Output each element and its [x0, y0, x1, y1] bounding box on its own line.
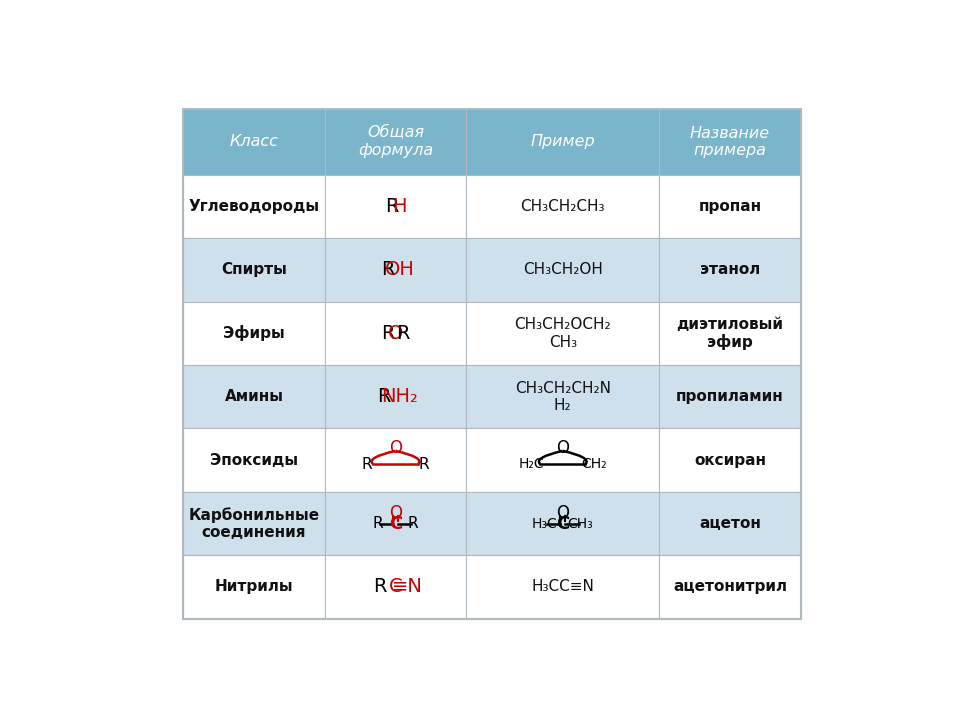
- Text: R: R: [377, 387, 391, 406]
- Text: Общая
формула: Общая формула: [358, 125, 433, 158]
- Bar: [324, 175, 467, 238]
- Bar: [183, 109, 324, 175]
- Bar: [467, 428, 660, 492]
- Bar: [467, 109, 660, 175]
- Text: Название
примера: Название примера: [690, 125, 770, 158]
- Text: O: O: [556, 439, 569, 457]
- Text: ацетон: ацетон: [699, 516, 761, 531]
- Text: R: R: [385, 197, 398, 216]
- Text: диэтиловый
эфир: диэтиловый эфир: [677, 317, 783, 350]
- Bar: [324, 428, 467, 492]
- Bar: [467, 365, 660, 428]
- Bar: [183, 555, 324, 618]
- Text: R: R: [381, 261, 395, 279]
- Bar: [660, 555, 801, 618]
- Text: Амины: Амины: [225, 390, 283, 404]
- Bar: [467, 492, 660, 555]
- Bar: [183, 109, 801, 618]
- Text: Класс: Класс: [229, 134, 278, 149]
- Bar: [324, 238, 467, 302]
- Text: Спирты: Спирты: [221, 263, 287, 277]
- Text: CH₂: CH₂: [582, 457, 608, 471]
- Text: CH₃CH₂CH₂N
H₂: CH₃CH₂CH₂N H₂: [515, 381, 611, 413]
- Bar: [467, 555, 660, 618]
- Text: C: C: [389, 577, 402, 596]
- Text: R: R: [396, 324, 410, 343]
- Text: H₃C: H₃C: [532, 516, 558, 531]
- Text: C: C: [389, 515, 402, 533]
- Text: R: R: [372, 516, 383, 531]
- Bar: [324, 365, 467, 428]
- Text: O: O: [389, 439, 402, 457]
- Text: Пример: Пример: [531, 134, 595, 149]
- Text: H₂C: H₂C: [518, 457, 544, 471]
- Text: CH₃CH₂CH₃: CH₃CH₂CH₃: [520, 199, 605, 214]
- Text: O: O: [556, 504, 569, 522]
- Text: R: R: [381, 324, 395, 343]
- Bar: [183, 302, 324, 365]
- Bar: [467, 302, 660, 365]
- Text: C: C: [556, 515, 569, 533]
- Bar: [467, 238, 660, 302]
- Text: Карбонильные
соединения: Карбонильные соединения: [188, 507, 320, 540]
- Text: OH: OH: [385, 261, 415, 279]
- Bar: [183, 365, 324, 428]
- Bar: [183, 428, 324, 492]
- Text: оксиран: оксиран: [694, 453, 766, 468]
- Text: CH₃CH₂OCH₂
CH₃: CH₃CH₂OCH₂ CH₃: [515, 318, 612, 350]
- Bar: [660, 175, 801, 238]
- Bar: [183, 492, 324, 555]
- Text: R: R: [362, 456, 372, 472]
- Bar: [324, 492, 467, 555]
- Bar: [660, 109, 801, 175]
- Bar: [183, 175, 324, 238]
- Text: этанол: этанол: [700, 263, 760, 277]
- Text: Нитрилы: Нитрилы: [215, 580, 294, 595]
- Text: Углеводороды: Углеводороды: [188, 199, 320, 214]
- Text: H₃CC≡N: H₃CC≡N: [531, 580, 594, 595]
- Bar: [467, 175, 660, 238]
- Text: O: O: [388, 324, 403, 343]
- Bar: [660, 492, 801, 555]
- Bar: [660, 365, 801, 428]
- Text: O: O: [389, 504, 402, 522]
- Bar: [660, 238, 801, 302]
- Text: R: R: [373, 577, 394, 596]
- Bar: [324, 109, 467, 175]
- Text: ≡N: ≡N: [392, 577, 422, 596]
- Text: пропиламин: пропиламин: [676, 390, 784, 404]
- Bar: [324, 302, 467, 365]
- Bar: [660, 428, 801, 492]
- Text: ацетонитрил: ацетонитрил: [673, 580, 787, 595]
- Text: CH₃: CH₃: [567, 516, 593, 531]
- Bar: [324, 555, 467, 618]
- Text: H: H: [393, 197, 407, 216]
- Text: NH₂: NH₂: [381, 387, 418, 406]
- Text: пропан: пропан: [699, 199, 761, 214]
- Text: CH₃CH₂OH: CH₃CH₂OH: [523, 263, 603, 277]
- Text: R: R: [419, 456, 429, 472]
- Text: R: R: [408, 516, 419, 531]
- Text: Эпоксиды: Эпоксиды: [210, 453, 298, 468]
- Text: Эфиры: Эфиры: [223, 325, 285, 341]
- Bar: [183, 238, 324, 302]
- Bar: [660, 302, 801, 365]
